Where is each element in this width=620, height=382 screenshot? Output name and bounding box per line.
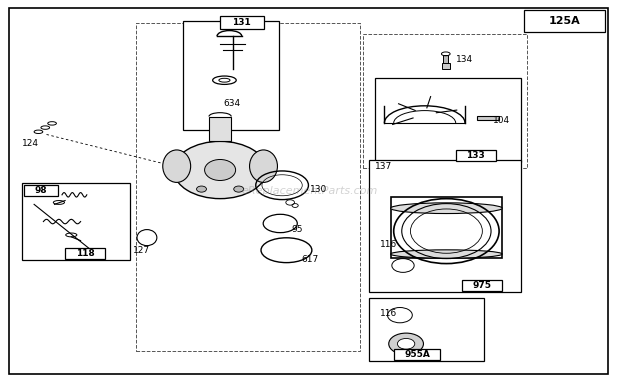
Text: 95: 95 bbox=[291, 225, 303, 234]
Bar bbox=[391, 197, 502, 258]
Bar bbox=[24, 185, 58, 196]
Bar bbox=[477, 116, 499, 120]
Text: 975: 975 bbox=[472, 281, 492, 290]
Bar bbox=[136, 23, 360, 351]
Bar bbox=[442, 63, 450, 69]
Circle shape bbox=[389, 333, 423, 354]
Circle shape bbox=[234, 186, 244, 192]
Text: 133: 133 bbox=[466, 151, 485, 160]
Ellipse shape bbox=[391, 203, 502, 214]
Text: 137: 137 bbox=[375, 162, 392, 171]
Bar bbox=[443, 55, 448, 64]
Text: 116: 116 bbox=[380, 309, 397, 318]
Bar bbox=[462, 280, 502, 291]
Text: 98: 98 bbox=[34, 186, 47, 195]
Text: 634: 634 bbox=[223, 99, 241, 108]
Circle shape bbox=[197, 186, 206, 192]
Ellipse shape bbox=[205, 160, 236, 181]
Circle shape bbox=[397, 338, 415, 349]
Ellipse shape bbox=[391, 250, 502, 258]
Bar bbox=[394, 349, 440, 360]
Circle shape bbox=[174, 141, 267, 199]
Bar bbox=[524, 10, 604, 32]
Text: 127: 127 bbox=[133, 246, 150, 255]
Bar bbox=[369, 160, 521, 292]
Bar bbox=[375, 78, 521, 162]
Text: 130: 130 bbox=[310, 185, 327, 194]
Text: eReplacementParts.com: eReplacementParts.com bbox=[242, 186, 378, 196]
Bar bbox=[22, 183, 130, 260]
Text: 134: 134 bbox=[456, 55, 473, 64]
Bar bbox=[220, 16, 264, 29]
Bar bbox=[209, 117, 231, 141]
Text: 617: 617 bbox=[301, 255, 319, 264]
Ellipse shape bbox=[249, 150, 278, 183]
Text: 104: 104 bbox=[493, 116, 510, 125]
Bar bbox=[369, 298, 484, 361]
Bar bbox=[65, 248, 105, 259]
Text: 125A: 125A bbox=[548, 16, 580, 26]
Text: 118: 118 bbox=[76, 249, 95, 258]
Text: 124: 124 bbox=[22, 139, 38, 148]
Bar bbox=[363, 34, 527, 168]
Ellipse shape bbox=[162, 150, 190, 183]
Bar bbox=[456, 150, 496, 161]
Text: 116: 116 bbox=[380, 240, 397, 249]
Text: 131: 131 bbox=[232, 18, 251, 27]
Text: 955A: 955A bbox=[404, 350, 430, 359]
Bar bbox=[183, 21, 279, 130]
